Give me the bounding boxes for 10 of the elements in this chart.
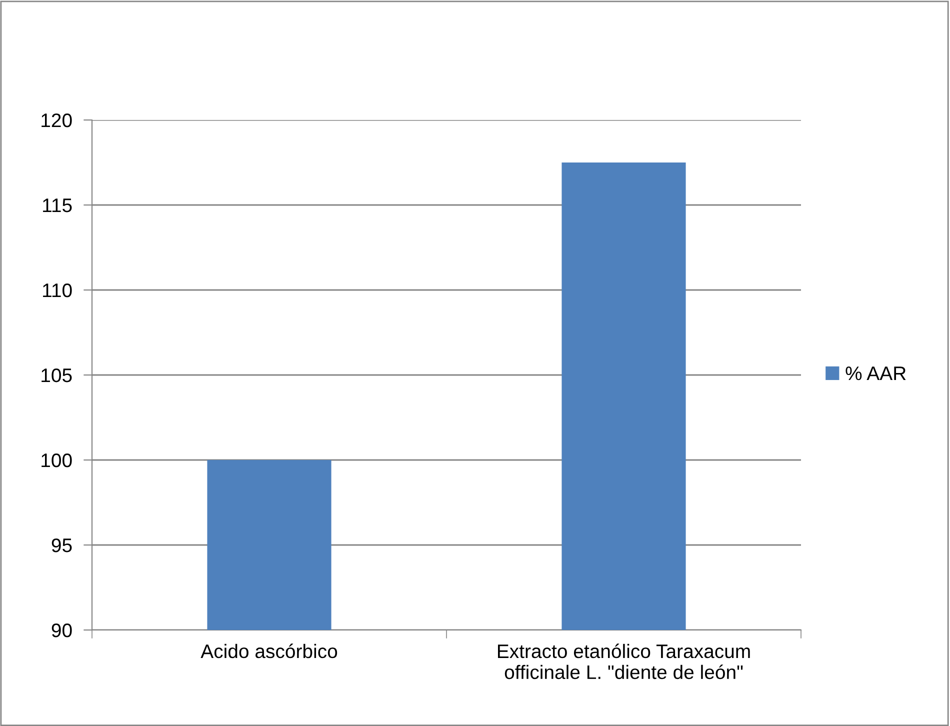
y-tick-label: 105: [42, 368, 72, 382]
y-tick-label: 115: [43, 198, 72, 212]
y-tick-label: 110: [43, 283, 72, 298]
x-tick-label: Acido ascórbico: [200, 644, 338, 658]
y-tick-label: 90: [52, 623, 72, 638]
x-tick-label: Extracto etanólico Taraxacum officinale L. "diente de león": [498, 644, 750, 680]
y-tick-label: 95: [52, 538, 72, 552]
y-tick-label: 100: [42, 453, 72, 468]
legend-label: % AAR: [846, 366, 906, 380]
y-tick-label: 120: [42, 113, 72, 128]
